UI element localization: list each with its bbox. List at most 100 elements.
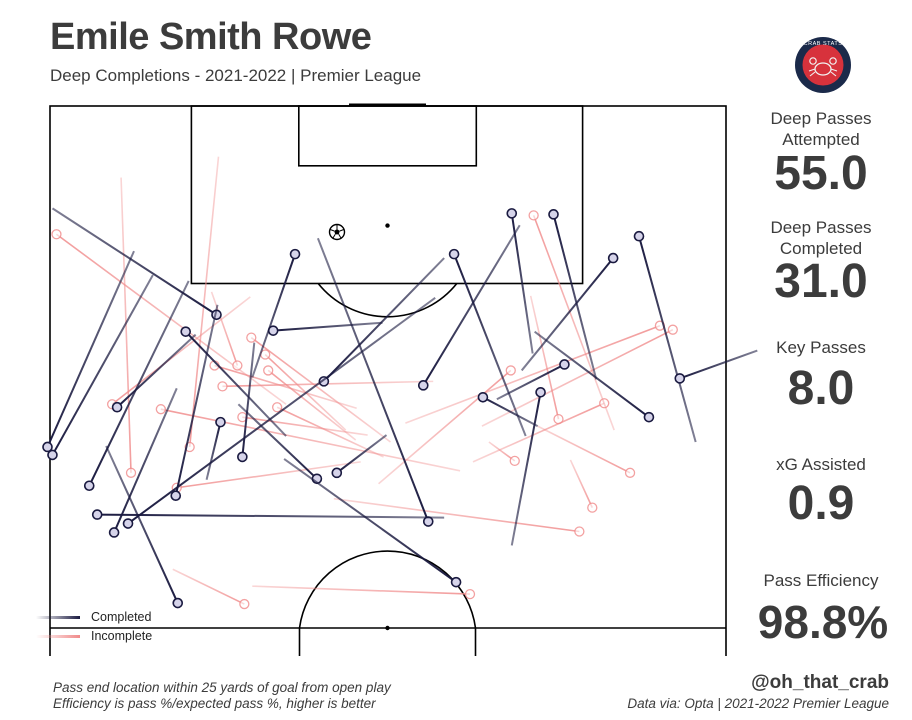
incomplete-pass-line	[276, 406, 384, 458]
legend-completed-swatch	[36, 616, 80, 619]
completed-pass-end-point	[122, 518, 134, 529]
completed-pass-end-point	[643, 411, 655, 423]
incomplete-pass-end-point	[464, 588, 476, 600]
incomplete-pass-end-point	[239, 598, 250, 610]
completed-pass-end-point	[170, 490, 182, 501]
incomplete-pass-line	[111, 296, 251, 405]
centre-circle	[298, 550, 477, 666]
completed-pass-end-point	[111, 401, 123, 413]
incomplete-pass-line	[481, 328, 674, 427]
incomplete-pass-line	[488, 441, 516, 462]
completed-pass-line	[552, 214, 598, 380]
completed-pass-line	[105, 445, 179, 604]
pitch-lines	[40, 103, 740, 676]
incomplete-pass-end-point	[125, 467, 137, 478]
incomplete-pass-end-point	[574, 526, 585, 537]
completed-pass-line	[422, 224, 521, 386]
completed-pass-end-point	[215, 416, 226, 428]
completed-pass-end-point	[108, 527, 120, 538]
incomplete-pass-line	[333, 497, 580, 533]
penalty-spot	[385, 223, 390, 228]
legend-completed-label: Completed	[91, 610, 152, 624]
incomplete-pass-end-point	[624, 467, 636, 478]
completed-pass-end-point	[180, 326, 191, 337]
incomplete-pass-line	[472, 402, 605, 463]
completed-pass-line	[88, 280, 190, 487]
ball-icon	[328, 223, 346, 241]
incomplete-pass-end-point	[528, 210, 539, 221]
penalty-box	[190, 105, 584, 285]
incomplete-pass-end-point	[272, 402, 283, 413]
completed-pass-line	[251, 253, 296, 378]
completed-pass-line	[323, 257, 445, 383]
stat-value-xg-assisted: 0.9	[787, 477, 855, 530]
incomplete-pass-line	[172, 568, 245, 605]
centre-spot	[385, 625, 390, 631]
stat-value-key-passes: 8.0	[787, 362, 855, 415]
page-subtitle: Deep Completions - 2021-2022 | Premier L…	[50, 66, 422, 85]
completed-pass-end-point	[633, 230, 645, 242]
completed-pass-end-point	[607, 252, 619, 264]
incomplete-pass-line	[267, 369, 357, 441]
incomplete-pass-line	[176, 461, 361, 489]
legend-incomplete-label: Incomplete	[91, 629, 153, 643]
completed-pass-end-point	[548, 209, 559, 220]
incomplete-pass-line	[242, 416, 368, 436]
completed-pass-end-point	[450, 576, 462, 588]
completed-pass-line	[51, 274, 154, 456]
incomplete-pass-line	[188, 156, 220, 448]
completed-pass-line	[116, 333, 197, 408]
incomplete-pass-line	[378, 369, 512, 485]
completed-pass-line	[482, 396, 539, 427]
incomplete-pass-line	[55, 233, 287, 405]
completed-pass-line	[127, 297, 436, 525]
crab-logo-icon: CRAB STATS	[795, 37, 851, 93]
completed-pass-line	[51, 207, 218, 316]
incomplete-pass-end-point	[232, 360, 243, 371]
stat-label-efficiency: Pass Efficiency	[763, 571, 879, 590]
completed-pass-end-point	[331, 467, 343, 479]
completed-pass-line	[205, 421, 222, 481]
completed-pass-line	[638, 235, 697, 443]
stat-label-attempted: Deep Passes Attempted	[770, 109, 872, 149]
incomplete-pass-line	[210, 291, 239, 366]
completed-pass-line	[113, 387, 178, 533]
completed-pass-end-point	[289, 248, 301, 260]
completed-pass-end-point	[83, 480, 95, 492]
incomplete-pass-line	[569, 459, 594, 508]
incomplete-passes-layer	[51, 156, 678, 610]
legend-swatches	[36, 616, 80, 638]
stat-value-completed: 31.0	[774, 255, 868, 308]
completed-pass-line	[174, 304, 219, 496]
stat-label-xg-assisted: xG Assisted	[776, 455, 866, 474]
completed-pass-line	[46, 250, 135, 448]
twitter-handle: @oh_that_crab	[751, 672, 889, 693]
page-title: Emile Smith Rowe	[50, 16, 372, 58]
incomplete-pass-end-point	[51, 229, 62, 240]
completed-pass-line	[679, 349, 758, 380]
completed-pass-line	[237, 403, 318, 480]
six-yard-box	[297, 105, 478, 167]
stat-value-attempted: 55.0	[774, 147, 868, 200]
footnote-line-1: Pass end location within 25 yards of goa…	[53, 680, 391, 695]
completed-pass-line	[520, 257, 614, 372]
incomplete-pass-line	[532, 215, 615, 431]
completed-pass-end-point	[42, 441, 53, 453]
completed-pass-end-point	[535, 387, 546, 398]
completed-pass-end-point	[559, 359, 570, 370]
completed-pass-line	[510, 213, 534, 354]
footnote-line-2: Efficiency is pass %/expected pass %, hi…	[53, 696, 376, 711]
completed-pass-end-point	[417, 380, 429, 391]
completed-pass-line	[97, 513, 445, 519]
completed-pass-line	[336, 434, 388, 474]
incomplete-pass-line	[214, 364, 357, 409]
incomplete-pass-line	[120, 177, 132, 473]
stat-label-key-passes: Key Passes	[776, 338, 866, 357]
data-source: Data via: Opta | 2021-2022 Premier Leagu…	[627, 696, 889, 711]
incomplete-pass-end-point	[155, 404, 166, 415]
incomplete-pass-end-point	[509, 455, 520, 467]
incomplete-pass-end-point	[246, 332, 257, 343]
svg-text:CRAB STATS: CRAB STATS	[804, 41, 843, 47]
incomplete-pass-end-point	[217, 381, 228, 392]
